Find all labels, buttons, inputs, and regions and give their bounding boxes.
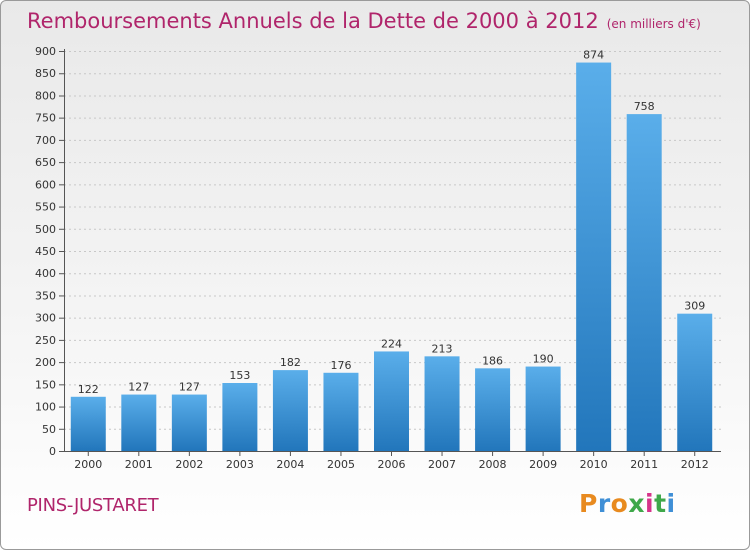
- y-tick-label: 200: [35, 356, 56, 369]
- logo-letter: t: [654, 489, 667, 518]
- logo-letter: x: [628, 489, 645, 518]
- value-label: 874: [583, 49, 604, 62]
- logo-letter: o: [610, 489, 629, 518]
- y-tick-label: 500: [35, 223, 56, 236]
- value-label: 127: [179, 381, 200, 394]
- y-tick-label: 0: [49, 445, 56, 458]
- bar-2010: [576, 62, 612, 452]
- value-label: 176: [330, 359, 351, 372]
- x-tick-label: 2004: [276, 458, 304, 471]
- y-tick-label: 100: [35, 401, 56, 414]
- value-label: 309: [684, 300, 705, 313]
- logo-letter: i: [645, 489, 655, 518]
- y-tick-label: 300: [35, 312, 56, 325]
- bar-2011: [626, 114, 662, 451]
- chart-title: Remboursements Annuels de la Dette de 20…: [27, 9, 701, 33]
- y-tick-label: 250: [35, 334, 56, 347]
- x-tick-label: 2007: [428, 458, 456, 471]
- logo-letter: i: [666, 489, 676, 518]
- proxiti-logo[interactable]: Proxiti: [579, 489, 676, 518]
- value-label: 182: [280, 356, 301, 369]
- axes: [59, 49, 721, 456]
- bar-2007: [424, 356, 460, 451]
- y-tick-label: 650: [35, 156, 56, 169]
- y-tick-label: 150: [35, 378, 56, 391]
- bar-2000: [70, 396, 106, 451]
- y-tick-label: 550: [35, 201, 56, 214]
- x-tick-label: 2005: [327, 458, 355, 471]
- y-tick-label: 850: [35, 67, 56, 80]
- bar-2012: [677, 313, 713, 451]
- x-tick-label: 2000: [74, 458, 102, 471]
- x-tick-label: 2001: [125, 458, 153, 471]
- bar-2004: [272, 370, 308, 451]
- logo-letter: P: [579, 489, 598, 518]
- y-tick-label: 700: [35, 134, 56, 147]
- y-tick-label: 450: [35, 245, 56, 258]
- bar-2008: [475, 368, 511, 451]
- y-tick-label: 50: [42, 423, 56, 436]
- x-tick-label: 2009: [529, 458, 557, 471]
- unit-label: (en milliers d'€): [606, 17, 701, 31]
- x-tick-label: 2010: [580, 458, 608, 471]
- bar-2002: [171, 394, 207, 451]
- labels: 0 50 100 150 200 250 300 350 400 450 500 550 600 650 7…: [35, 45, 709, 471]
- value-label: 122: [78, 383, 99, 396]
- bar-2003: [222, 383, 258, 451]
- value-label: 213: [432, 342, 453, 355]
- y-tick-label: 600: [35, 178, 56, 191]
- x-tick-label: 2003: [226, 458, 254, 471]
- value-label: 186: [482, 354, 503, 367]
- x-tick-label: 2006: [378, 458, 406, 471]
- x-tick-label: 2008: [479, 458, 507, 471]
- location-label: PINS-JUSTARET: [27, 495, 159, 516]
- value-label: 127: [128, 381, 149, 394]
- bar-2009: [525, 366, 561, 451]
- y-tick-label: 350: [35, 289, 56, 302]
- x-tick-label: 2002: [175, 458, 203, 471]
- x-tick-label: 2011: [630, 458, 658, 471]
- y-tick-label: 400: [35, 267, 56, 280]
- value-label: 758: [634, 100, 655, 113]
- y-tick-label: 800: [35, 89, 56, 102]
- bars: [70, 62, 713, 452]
- bar-2001: [121, 394, 157, 451]
- y-tick-label: 750: [35, 112, 56, 125]
- value-label: 153: [229, 369, 250, 382]
- chart-title-text: Remboursements Annuels de la Dette de 20…: [27, 9, 599, 33]
- value-label: 190: [533, 353, 554, 366]
- value-label: 224: [381, 337, 402, 350]
- logo-letter: r: [597, 489, 611, 518]
- bar-2006: [374, 351, 409, 451]
- y-tick-label: 900: [35, 45, 56, 58]
- x-tick-label: 2012: [681, 458, 709, 471]
- bar-2005: [323, 372, 359, 451]
